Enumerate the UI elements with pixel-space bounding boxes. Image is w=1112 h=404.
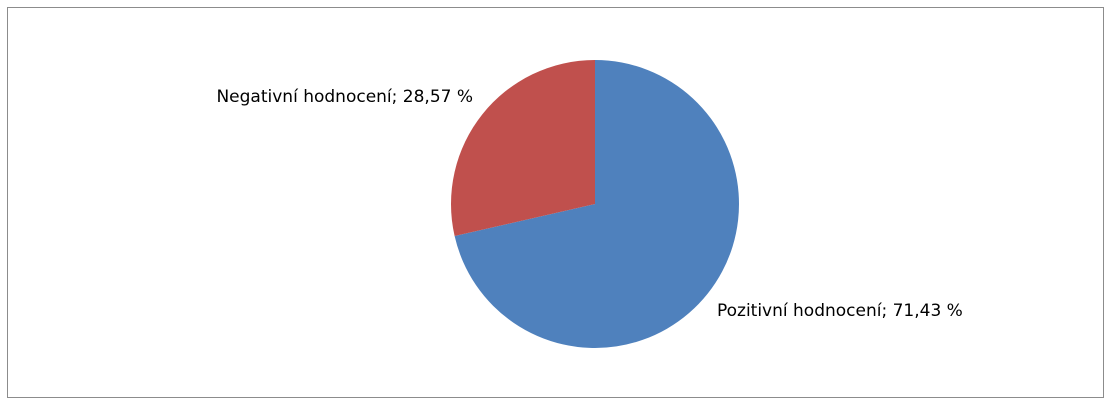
data-label: Pozitivní hodnocení; 71,43 % — [717, 301, 963, 321]
pie-slice — [454, 60, 740, 348]
data-label: Negativní hodnocení; 28,57 % — [216, 87, 473, 107]
pie-slice — [451, 60, 595, 237]
